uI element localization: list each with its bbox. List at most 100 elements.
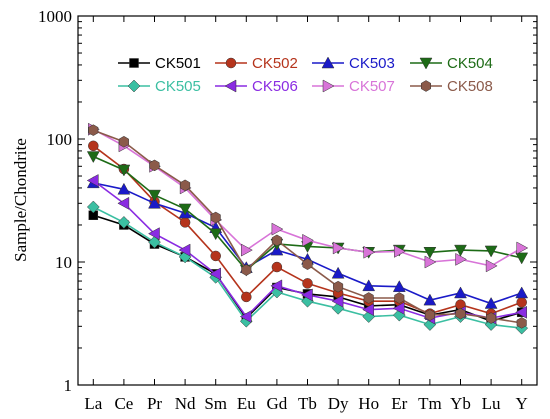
data-point	[394, 292, 405, 304]
legend-swatch-marker	[321, 56, 335, 69]
x-tick-label: Gd	[267, 394, 288, 413]
legend-swatch-marker	[420, 80, 432, 92]
x-tick-label: Sm	[204, 394, 227, 413]
data-point	[333, 280, 344, 293]
x-tick-label: Ho	[358, 394, 379, 413]
data-point	[117, 164, 131, 177]
y-axis-label: Sample/Chondrite	[11, 138, 30, 262]
legend: CK501 CK502 CK503 CK504 CK505 CK506 CK507 CK508	[118, 55, 493, 95]
data-point	[148, 235, 161, 249]
data-point	[210, 250, 221, 262]
data-point	[302, 278, 313, 289]
legend-label: CK502	[252, 55, 298, 72]
y-tick-label: 10	[55, 253, 72, 272]
x-tick-label: Er	[391, 394, 407, 413]
data-point	[241, 291, 252, 303]
data-point	[270, 279, 283, 293]
data-point	[271, 261, 283, 273]
data-point	[516, 241, 529, 255]
x-tick-label: Nd	[175, 394, 196, 413]
legend-label: CK504	[447, 55, 493, 72]
legend-entry-ck503: CK503	[312, 55, 395, 72]
data-point	[362, 279, 376, 292]
legend-label: CK507	[349, 78, 395, 95]
series-ck508	[88, 124, 527, 329]
x-tick-label: Yb	[450, 394, 471, 413]
data-point	[516, 297, 527, 308]
legend-entry-ck505: CK505	[118, 78, 201, 95]
data-point	[117, 216, 131, 229]
data-point	[331, 266, 345, 279]
data-point	[363, 245, 376, 259]
legend-label: CK508	[447, 78, 493, 95]
data-point	[423, 293, 437, 306]
data-point	[180, 179, 191, 192]
data-point	[88, 124, 99, 136]
legend-swatch-marker	[419, 57, 433, 70]
data-point	[148, 189, 161, 202]
data-point	[515, 252, 529, 265]
data-point	[118, 135, 129, 148]
data-point	[454, 286, 467, 299]
data-point	[424, 255, 437, 269]
data-point	[300, 288, 313, 302]
legend-label: CK506	[252, 78, 298, 95]
data-point	[332, 241, 345, 255]
legend-swatch-marker	[224, 79, 237, 93]
legend-swatch-marker	[127, 79, 141, 93]
data-point	[239, 310, 252, 323]
legend-entry-ck504: CK504	[410, 55, 493, 72]
data-point	[516, 317, 527, 329]
legend-entry-ck502: CK502	[215, 55, 298, 72]
data-point	[148, 196, 161, 209]
data-point	[179, 217, 191, 228]
data-point	[209, 267, 221, 281]
x-tick-label: Pr	[147, 394, 162, 413]
x-tick-label: Tb	[298, 394, 317, 413]
data-point	[241, 264, 252, 276]
series-layer	[86, 122, 529, 335]
legend-swatch-marker	[129, 58, 139, 68]
data-point	[86, 151, 100, 164]
data-point	[455, 307, 466, 320]
data-point	[209, 228, 223, 241]
data-point	[515, 305, 527, 319]
data-point	[486, 312, 497, 324]
data-point	[455, 252, 468, 266]
legend-entry-ck501: CK501	[118, 55, 201, 72]
data-point	[392, 301, 405, 315]
data-point	[484, 245, 498, 258]
data-point	[271, 234, 282, 247]
y-tick-label: 100	[47, 130, 73, 149]
x-tick-label: Tm	[418, 394, 442, 413]
legend-swatch-marker	[322, 79, 335, 93]
data-point	[485, 259, 498, 273]
data-point	[515, 286, 529, 299]
series-ck505	[86, 200, 529, 335]
data-point	[241, 243, 253, 257]
x-tick-label: La	[84, 394, 102, 413]
x-tick-label: Lu	[482, 394, 501, 413]
data-point	[86, 200, 100, 214]
data-point	[178, 243, 191, 257]
data-point	[302, 258, 313, 270]
legend-entry-ck508: CK508	[410, 78, 493, 95]
data-point	[331, 294, 344, 308]
data-point	[302, 233, 315, 247]
legend-label: CK503	[349, 55, 395, 72]
data-point	[147, 227, 160, 241]
legend-entry-ck506: CK506	[215, 78, 298, 95]
data-point	[86, 174, 99, 187]
legend-label: CK501	[155, 55, 201, 72]
data-point	[210, 211, 221, 224]
data-point	[149, 159, 160, 172]
axes: 1 10 100 1000 La Ce Pr Nd Sm Eu Gd Tb Dy Ho Er Tm Yb Lu Y	[38, 7, 538, 413]
data-point	[392, 280, 406, 292]
data-point	[117, 182, 131, 195]
x-tick-label: Y	[516, 394, 528, 413]
data-point	[424, 309, 435, 321]
data-point	[394, 244, 406, 258]
legend-label: CK505	[155, 78, 201, 95]
x-tick-label: Eu	[237, 394, 256, 413]
